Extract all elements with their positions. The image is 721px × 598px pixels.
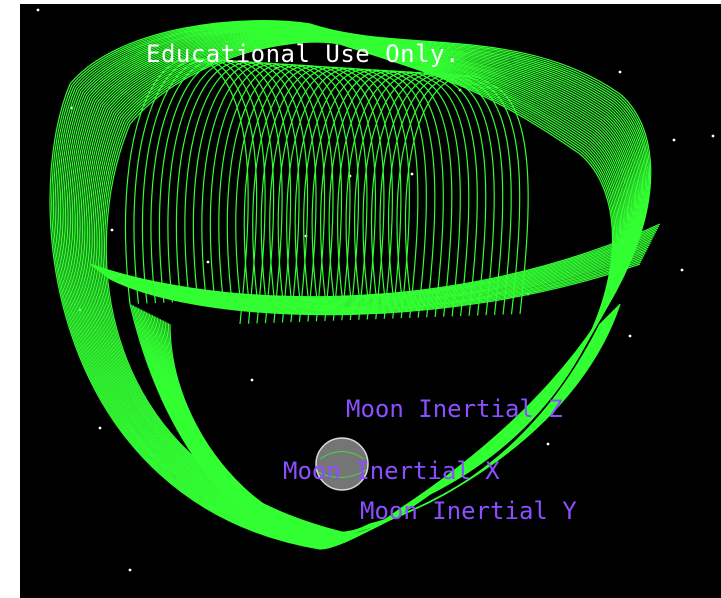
orbit-path bbox=[226, 64, 351, 321]
axis-label-z: Moon Inertial Z bbox=[346, 395, 563, 423]
orbit-path bbox=[169, 323, 601, 533]
star bbox=[711, 134, 715, 138]
orbit-path bbox=[345, 71, 470, 317]
orbit-path bbox=[396, 74, 521, 315]
axis-label-y: Moon Inertial Y bbox=[360, 497, 577, 525]
orbit-path bbox=[97, 238, 653, 304]
orbit-path bbox=[303, 68, 427, 318]
orbit-path bbox=[108, 261, 642, 315]
orbit-path bbox=[105, 255, 645, 312]
star bbox=[36, 8, 40, 12]
orbit-path bbox=[243, 65, 368, 320]
orbit-path bbox=[294, 68, 419, 319]
star bbox=[672, 138, 676, 142]
orbit-path bbox=[100, 244, 650, 307]
orbit-path bbox=[98, 240, 652, 305]
orbit-path bbox=[379, 73, 504, 315]
orbit-path bbox=[260, 66, 385, 320]
earth-icon bbox=[315, 437, 369, 491]
axis-label-x: Moon Inertial X bbox=[283, 457, 500, 485]
star bbox=[546, 442, 550, 446]
orbit-path bbox=[192, 62, 317, 322]
orbit-path bbox=[99, 242, 651, 306]
orbit-path bbox=[104, 252, 646, 311]
orbit-path bbox=[91, 227, 659, 300]
orbit-path bbox=[311, 69, 436, 318]
star bbox=[98, 426, 102, 430]
orbit-path bbox=[269, 66, 394, 319]
orbit-trajectory bbox=[49, 20, 661, 550]
orbit-path bbox=[101, 246, 649, 308]
orbit-path bbox=[106, 257, 644, 313]
orbit-path bbox=[209, 63, 334, 322]
orbit-path bbox=[95, 233, 655, 303]
orbit-path bbox=[107, 259, 643, 314]
orbit-path bbox=[235, 64, 360, 321]
star bbox=[128, 568, 132, 572]
orbit-path bbox=[109, 263, 641, 316]
orbit-path bbox=[96, 236, 654, 303]
orbit-path bbox=[387, 73, 512, 315]
star bbox=[110, 228, 114, 232]
orbit-path bbox=[320, 69, 444, 318]
orbit-path bbox=[370, 72, 495, 316]
orbit-path bbox=[89, 223, 661, 298]
star bbox=[628, 334, 632, 338]
orbit-scene bbox=[36, 8, 715, 572]
star bbox=[206, 260, 210, 264]
orbit-path bbox=[252, 65, 377, 320]
watermark-text: Educational Use Only. bbox=[146, 40, 460, 68]
star bbox=[250, 378, 254, 382]
orbit-path bbox=[105, 41, 614, 535]
orbit-path bbox=[404, 75, 529, 315]
star bbox=[618, 70, 622, 74]
orbit-path bbox=[353, 71, 478, 316]
orbit-path bbox=[184, 61, 309, 322]
star bbox=[680, 268, 684, 272]
orbit-path bbox=[92, 229, 658, 301]
orbit-path bbox=[218, 63, 343, 321]
orbit-path bbox=[201, 62, 326, 322]
orbit-path bbox=[93, 231, 657, 302]
3d-orbit-viewport[interactable]: Educational Use Only. Moon Inertial Z Mo… bbox=[20, 4, 721, 598]
orbit-path bbox=[90, 225, 660, 299]
orbit-path bbox=[102, 248, 648, 309]
orbit-path bbox=[286, 67, 410, 319]
orbit-path bbox=[175, 61, 300, 323]
orbit-path bbox=[337, 70, 461, 317]
orbit-path bbox=[277, 67, 402, 319]
orbit-path bbox=[103, 250, 647, 310]
orbit-path bbox=[328, 70, 453, 317]
star bbox=[410, 172, 414, 176]
